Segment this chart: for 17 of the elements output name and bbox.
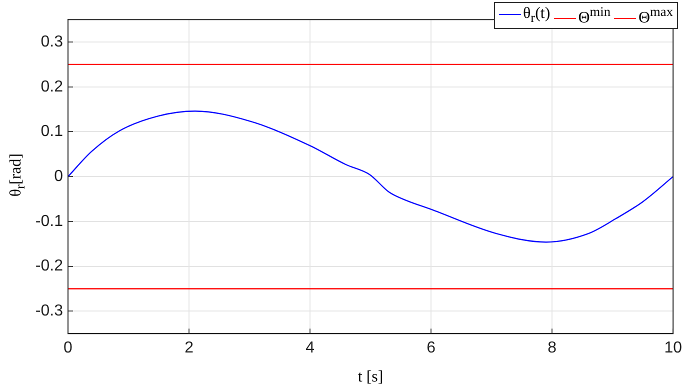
y-tick-label: 0	[54, 168, 64, 186]
y-tick-label: -0.2	[35, 258, 64, 275]
legend-label: θ$_{r}$(t)	[522, 5, 550, 26]
y-tick-label: -0.3	[35, 302, 64, 320]
y-tick-label: 0.1	[40, 123, 64, 140]
y-tick-label: 0.2	[40, 78, 64, 96]
y-tick-label: 0.3	[40, 33, 64, 50]
x-tick-label: 10	[664, 340, 682, 357]
x-axis-title: t [s]	[358, 368, 384, 386]
x-tick-label: 4	[306, 340, 315, 357]
line-series	[68, 110, 674, 243]
y-tick-label: -0.1	[35, 212, 64, 230]
x-tick-label: 2	[184, 340, 194, 357]
legend-label: Θ$^{max}$	[637, 4, 673, 28]
legend-label: Θ$^{min}$	[577, 4, 610, 28]
x-tick-label: 6	[426, 340, 436, 357]
x-tick-label: 8	[548, 340, 557, 357]
